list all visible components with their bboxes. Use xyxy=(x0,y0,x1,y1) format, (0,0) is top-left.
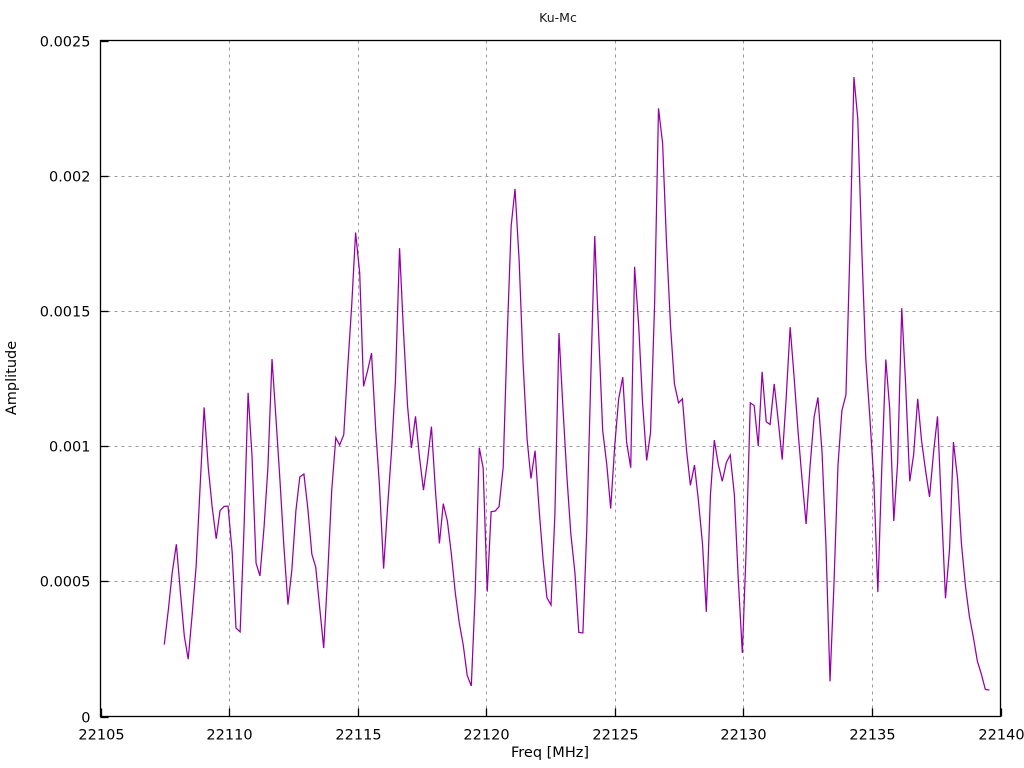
x-tick-label: 22140 xyxy=(978,728,1024,744)
x-tick-label: 22125 xyxy=(592,728,638,744)
x-tick-label: 22135 xyxy=(849,728,895,744)
x-axis-tickmarks xyxy=(100,708,1003,717)
vertical-gridlines xyxy=(229,40,873,717)
horizontal-gridlines xyxy=(100,176,1001,582)
x-axis-title: Freq [MHz] xyxy=(511,745,589,761)
x-tick-label: 22130 xyxy=(720,728,766,744)
y-tick-label: 0 xyxy=(81,711,90,727)
x-tick-label: 22115 xyxy=(335,728,381,744)
x-tick-label: 22105 xyxy=(78,728,124,744)
amplitude-trace xyxy=(163,76,990,691)
x-tick-label: 22120 xyxy=(463,728,509,744)
y-axis-tick-labels: 0 0.0005 0.001 0.0015 0.002 0.0025 xyxy=(40,35,91,727)
plot-frame xyxy=(99,39,1002,718)
y-axis-title: Amplitude xyxy=(4,341,20,415)
x-axis-tick-labels: 22105 22110 22115 22120 22125 22130 22135 22140 xyxy=(78,728,1024,744)
chart-title: Ku-Mc xyxy=(539,10,577,25)
y-tick-label: 0.0025 xyxy=(40,35,91,51)
y-tick-label: 0.002 xyxy=(49,170,91,186)
y-tick-label: 0.001 xyxy=(49,440,91,456)
x-tick-label: 22110 xyxy=(206,728,252,744)
y-tick-label: 0.0015 xyxy=(40,305,91,321)
y-tick-label: 0.0005 xyxy=(40,575,91,591)
y-axis-tickmarks xyxy=(100,40,109,719)
